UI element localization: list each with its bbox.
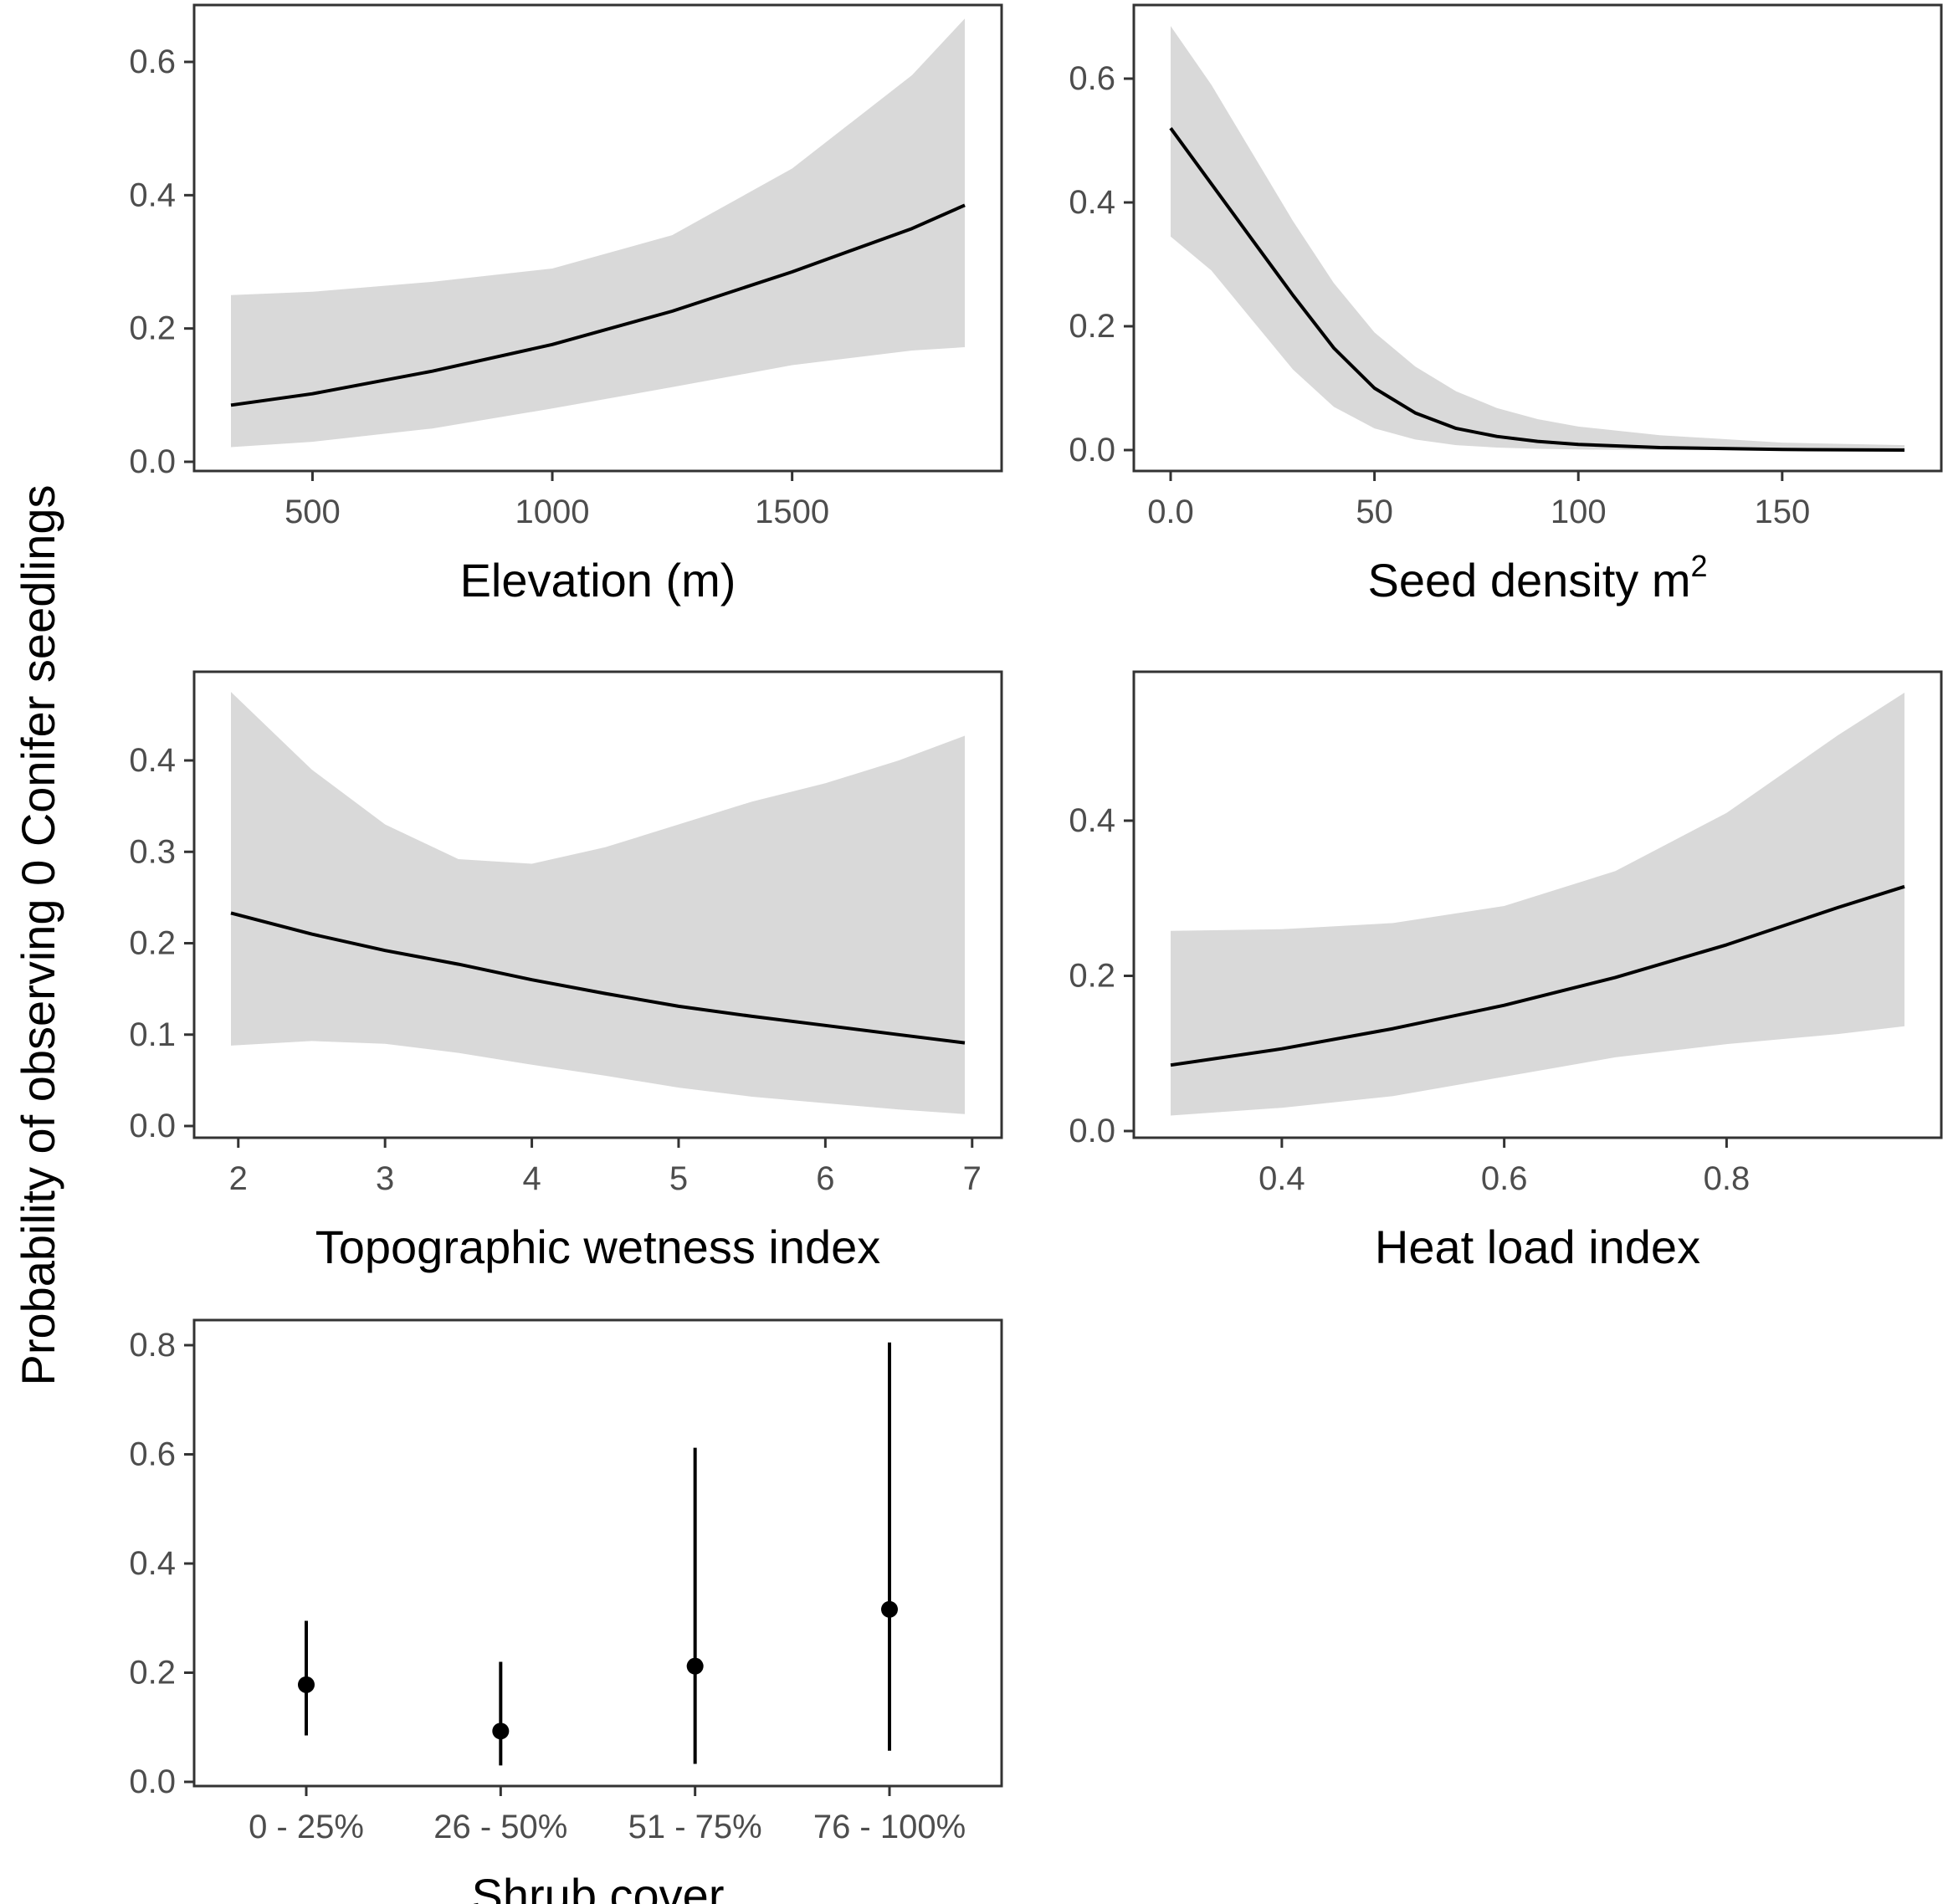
y-tick-label: 0.2 [1069, 958, 1115, 995]
panel-twi: 0.0 0.1 0.2 0.3 0.4 2 3 4 5 6 7 Topographic wetness… [129, 670, 1003, 1273]
x-axis-title: Topographic wetness index [315, 1221, 881, 1273]
x-tick-label: 6 [816, 1160, 834, 1197]
x-tick-label: 500 [285, 494, 341, 530]
x-tick-label: 0 - 25% [249, 1809, 364, 1845]
x-tick-label: 100 [1551, 494, 1607, 530]
confidence-band [1171, 693, 1904, 1116]
y-tick-label: 0.2 [129, 1655, 176, 1692]
panel-seed_density: 0.0 0.2 0.4 0.6 0.0 50 100 150 Seed density m2 [1069, 3, 1943, 607]
fitted-line [1170, 884, 1905, 1067]
x-tick-label: 2 [229, 1160, 248, 1197]
x-tick-label: 1000 [515, 494, 590, 530]
y-tick-label: 0.0 [1069, 432, 1115, 468]
y-tick-label: 0.4 [1069, 802, 1115, 839]
x-axis-title-superscript: 2 [1690, 549, 1707, 583]
panel-frame [192, 670, 1003, 1139]
panel-shrub_cover: 0.0 0.2 0.4 0.6 0.8 0 - 25% 26 - 50% 51 - 75% 76… [129, 1318, 1003, 1904]
x-axis-title: Seed density m2 [1367, 549, 1707, 607]
y-tick-label: 0.2 [129, 925, 176, 962]
x-tick-label: 1500 [755, 494, 829, 530]
point-estimate [686, 1657, 704, 1675]
y-tick-label: 0.6 [129, 1436, 176, 1473]
x-tick-label: 26 - 50% [433, 1809, 567, 1845]
x-tick-label: 50 [1356, 494, 1393, 530]
confidence-band [1171, 26, 1904, 450]
fitted-line [230, 911, 966, 1045]
point-estimate [492, 1722, 510, 1740]
x-tick-label: 0.8 [1704, 1160, 1751, 1197]
y-tick-label: 0.2 [1069, 308, 1115, 345]
panel-frame [192, 3, 1003, 473]
y-tick-label: 0.6 [1069, 60, 1115, 97]
x-tick-label: 0.6 [1481, 1160, 1528, 1197]
x-tick-label: 0.4 [1259, 1160, 1305, 1197]
fitted-line [230, 203, 966, 407]
x-axis-title: Shrub cover [472, 1869, 725, 1904]
y-tick-label: 0.1 [129, 1016, 176, 1053]
y-tick-label: 0.0 [129, 1108, 176, 1144]
y-axis-title: Probability of observing 0 Conifer seedl… [12, 484, 64, 1385]
y-tick-label: 0.4 [129, 177, 176, 213]
point-estimate [881, 1600, 898, 1618]
y-tick-label: 0.0 [1069, 1113, 1115, 1149]
x-tick-label: 4 [522, 1160, 541, 1197]
y-tick-label: 0.4 [129, 742, 176, 779]
y-tick-label: 0.6 [129, 44, 176, 80]
confidence-band [231, 18, 965, 448]
y-tick-label: 0.2 [129, 310, 176, 347]
panel-elevation: 0.0 0.2 0.4 0.6 500 1000 1500 Elevation (m) [129, 3, 1003, 607]
x-axis-title: Elevation (m) [460, 554, 736, 607]
x-tick-label: 3 [376, 1160, 394, 1197]
y-tick-label: 0.3 [129, 833, 176, 870]
x-tick-label: 0.0 [1147, 494, 1194, 530]
confidence-band [231, 692, 965, 1114]
panel-frame [1132, 3, 1943, 473]
y-tick-label: 0.4 [129, 1545, 176, 1582]
x-tick-label: 76 - 100% [813, 1809, 966, 1845]
x-tick-label: 150 [1754, 494, 1810, 530]
x-axis-title: Heat load index [1375, 1221, 1700, 1273]
y-tick-label: 0.4 [1069, 184, 1115, 221]
panel-frame [192, 1318, 1003, 1788]
x-tick-label: 51 - 75% [628, 1809, 762, 1845]
y-tick-label: 0.0 [129, 1763, 176, 1800]
y-tick-label: 0.0 [129, 443, 176, 480]
fitted-line [1169, 127, 1905, 452]
x-tick-label: 5 [669, 1160, 688, 1197]
y-tick-label: 0.8 [129, 1327, 176, 1364]
point-estimate [298, 1676, 315, 1693]
x-tick-label: 7 [963, 1160, 982, 1197]
panel-frame [1132, 670, 1943, 1139]
